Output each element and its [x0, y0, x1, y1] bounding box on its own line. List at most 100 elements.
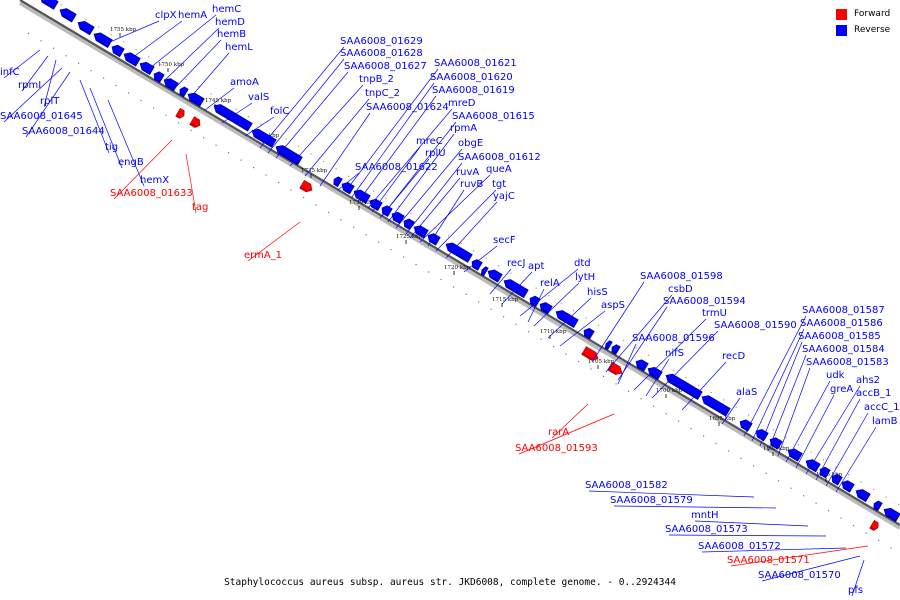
gene-label[interactable]: SAA6008_01584 [802, 344, 885, 355]
reverse-gene-arrow[interactable] [58, 6, 77, 23]
reverse-gene-arrow[interactable] [444, 240, 473, 263]
gene-label[interactable]: lytH [575, 272, 595, 283]
gene-label[interactable]: secF [493, 235, 516, 246]
gene-label[interactable]: hemB [217, 29, 246, 40]
gene-label[interactable]: SAA6008_01621 [434, 58, 517, 69]
reverse-gene-arrow[interactable] [162, 76, 179, 92]
forward-gene-arrow[interactable] [189, 116, 203, 130]
forward-gene-arrow[interactable] [607, 361, 625, 377]
gene-label[interactable]: valS [248, 92, 269, 103]
reverse-gene-arrow[interactable] [554, 308, 579, 328]
gene-label[interactable]: obgE [458, 138, 483, 149]
gene-label[interactable]: apt [528, 261, 544, 272]
gene-label[interactable]: SAA6008_01627 [344, 61, 427, 72]
gene-label[interactable]: SAA6008_01620 [430, 72, 513, 83]
gene-label[interactable]: mreD [448, 98, 476, 109]
reverse-gene-arrow[interactable] [92, 30, 113, 48]
gene-label[interactable]: SAA6008_01586 [800, 318, 883, 329]
gene-label[interactable]: queA [486, 164, 512, 175]
gene-label[interactable]: amoA [230, 77, 259, 88]
reverse-gene-arrow[interactable] [178, 86, 189, 98]
gene-label[interactable]: SAA6008_01624 [366, 102, 449, 113]
gene-label[interactable]: infC [0, 67, 20, 78]
gene-label[interactable]: SAA6008_01628 [340, 48, 423, 59]
gene-label[interactable]: SAA6008_01596 [632, 333, 715, 344]
reverse-gene-arrow[interactable] [854, 487, 871, 503]
gene-label[interactable]: hisS [587, 287, 608, 298]
gene-label[interactable]: SAA6008_01585 [798, 331, 881, 342]
forward-gene-arrow[interactable] [581, 346, 601, 363]
gene-label[interactable]: tnpB_2 [359, 74, 394, 85]
gene-label[interactable]: SAA6008_01587 [802, 305, 885, 316]
reverse-gene-arrow[interactable] [830, 473, 843, 486]
gene-label[interactable]: ahs2 [856, 375, 880, 386]
reverse-gene-arrow[interactable] [700, 393, 731, 417]
gene-label[interactable]: SAA6008_01619 [432, 85, 515, 96]
gene-label[interactable]: accC_1 [864, 402, 899, 413]
gene-label[interactable]: tnpC_2 [365, 88, 400, 99]
gene-label[interactable]: SAA6008_01579 [610, 495, 693, 506]
reverse-gene-arrow[interactable] [872, 500, 883, 512]
gene-label[interactable]: dtd [574, 258, 591, 269]
gene-label[interactable]: SAA6008_01594 [663, 296, 746, 307]
gene-label[interactable]: hemL [225, 42, 253, 53]
reverse-gene-arrow[interactable] [604, 340, 613, 351]
reverse-gene-arrow[interactable] [212, 102, 253, 132]
gene-label[interactable]: nifS [665, 348, 684, 359]
gene-label[interactable]: tgt [492, 179, 506, 190]
reverse-gene-arrow[interactable] [470, 258, 483, 271]
gene-label[interactable]: folC [270, 106, 289, 117]
forward-gene-arrow[interactable] [299, 179, 315, 194]
gene-label[interactable]: engB [118, 157, 144, 168]
gene-label[interactable]: SAA6008_01615 [452, 111, 535, 122]
gene-label[interactable]: rarA [548, 427, 569, 438]
gene-label[interactable]: SAA6008_01598 [640, 271, 723, 282]
gene-label[interactable]: SAA6008_01612 [458, 152, 541, 163]
gene-label[interactable]: SAA6008_01590 [714, 320, 797, 331]
gene-label[interactable]: trmU [702, 308, 727, 319]
gene-label[interactable]: udk [826, 370, 845, 381]
reverse-gene-arrow[interactable] [332, 175, 343, 188]
gene-label[interactable]: SAA6008_01573 [665, 524, 748, 535]
gene-label[interactable]: SAA6008_01629 [340, 36, 423, 47]
gene-label[interactable]: csbD [668, 284, 693, 295]
reverse-gene-arrow[interactable] [486, 267, 503, 283]
gene-label[interactable]: SAA6008_01593 [515, 443, 598, 454]
reverse-gene-arrow[interactable] [152, 70, 165, 83]
gene-label[interactable]: SAA6008_01622 [355, 162, 438, 173]
reverse-gene-arrow[interactable] [768, 436, 783, 450]
gene-label[interactable]: lamB [872, 416, 898, 427]
gene-label[interactable]: hemC [212, 4, 241, 15]
gene-label[interactable]: ruvB [460, 179, 483, 190]
gene-label[interactable]: tag [192, 202, 208, 213]
reverse-gene-arrow[interactable] [882, 506, 900, 523]
gene-label[interactable]: rpmA [450, 123, 477, 134]
reverse-gene-arrow[interactable] [634, 358, 649, 372]
gene-label[interactable]: SAA6008_01583 [806, 357, 889, 368]
gene-label[interactable]: SAA6008_01582 [585, 480, 668, 491]
gene-label[interactable]: SAA6008_01571 [727, 555, 810, 566]
gene-label[interactable]: ermA_1 [244, 250, 282, 261]
reverse-gene-arrow[interactable] [402, 217, 415, 231]
reverse-gene-arrow[interactable] [38, 0, 59, 10]
gene-label[interactable]: mntH [691, 510, 719, 521]
reverse-gene-arrow[interactable] [390, 210, 405, 225]
gene-label[interactable]: pfs [848, 585, 863, 596]
gene-label[interactable]: greA [830, 384, 853, 395]
reverse-gene-arrow[interactable] [610, 343, 621, 356]
gene-label[interactable]: aspS [601, 300, 625, 311]
reverse-gene-arrow[interactable] [664, 372, 703, 400]
gene-label[interactable]: yajC [493, 191, 515, 202]
gene-label[interactable]: rplU [425, 148, 446, 159]
reverse-gene-arrow[interactable] [110, 43, 125, 58]
reverse-gene-arrow[interactable] [840, 479, 855, 493]
gene-label[interactable]: hemX [140, 175, 169, 186]
gene-label[interactable]: hemA [178, 10, 207, 21]
reverse-gene-arrow[interactable] [186, 90, 205, 107]
gene-label[interactable]: SAA6008_01645 [0, 111, 83, 122]
reverse-gene-arrow[interactable] [250, 127, 277, 148]
gene-label[interactable]: relA [540, 278, 560, 289]
gene-label[interactable]: hemD [215, 17, 245, 28]
reverse-gene-arrow[interactable] [818, 465, 831, 479]
reverse-gene-arrow[interactable] [76, 19, 95, 36]
